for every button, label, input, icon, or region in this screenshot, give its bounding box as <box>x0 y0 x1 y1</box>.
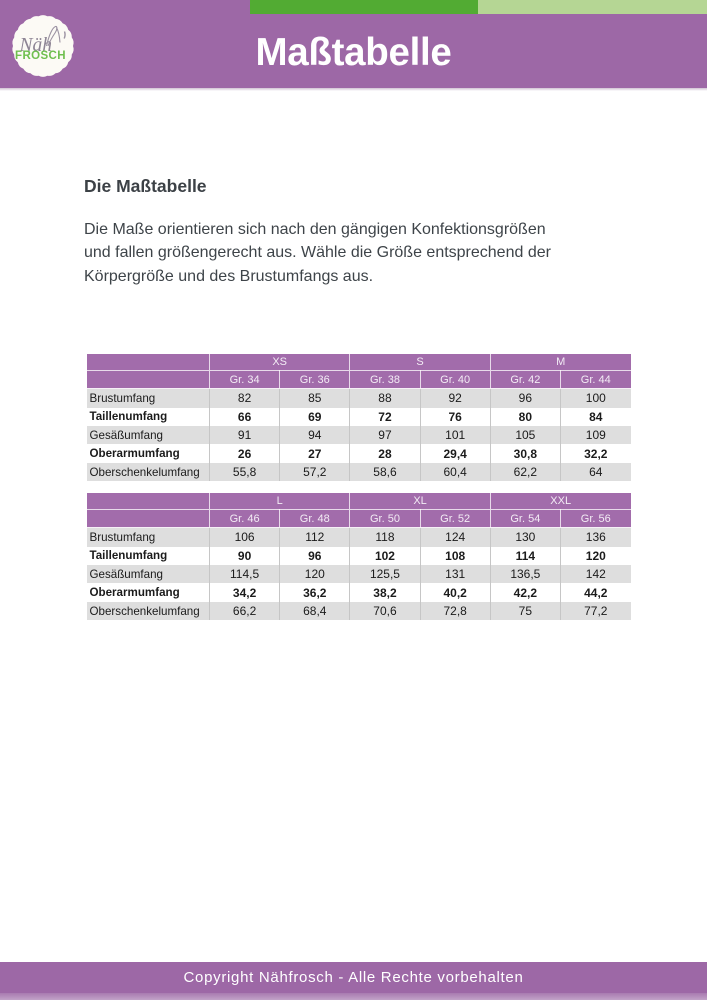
svg-text:Näh: Näh <box>19 35 53 56</box>
svg-text:FROSCH: FROSCH <box>15 50 66 62</box>
